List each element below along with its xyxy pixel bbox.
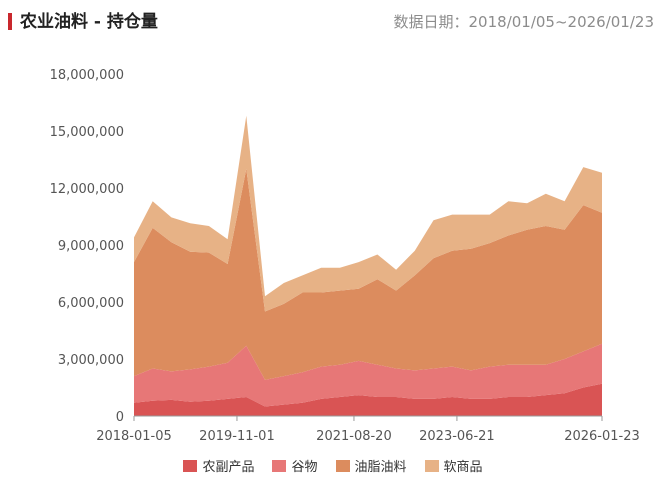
chart-title: 农业油料 - 持仓量: [20, 12, 158, 32]
stacked-area-chart: 0 3,000,000 6,000,000 9,000,000 12,000,000 15…: [50, 68, 640, 444]
legend-label: 谷物: [291, 460, 318, 475]
legend-item-0[interactable]: 农副产品: [183, 456, 254, 475]
chart-header: 农业油料 - 持仓量 数据日期：2018/01/05~2026/01/23: [8, 10, 658, 34]
legend-swatch: [335, 460, 350, 472]
legend-item-2[interactable]: 油脂油料: [335, 456, 407, 475]
x-tick-label: 2026-01-23: [564, 429, 640, 444]
legend-label: 油脂油料: [354, 460, 407, 475]
y-tick-label: 12,000,000: [50, 182, 124, 197]
area-series-0: [134, 383, 602, 416]
title-accent-bar: [8, 13, 12, 30]
area-series-3: [134, 115, 602, 312]
legend-label: 软商品: [443, 460, 483, 475]
legend-label: 农副产品: [202, 460, 255, 475]
y-tick-label: 9,000,000: [58, 239, 124, 254]
x-tick-label: 2019-11-01: [199, 429, 275, 444]
legend-swatch: [183, 460, 198, 472]
y-tick-label: 3,000,000: [58, 353, 124, 368]
x-tick-label: 2023-06-21: [419, 429, 495, 444]
chart-legend: 农副产品 谷物 油脂油料 软商品: [0, 456, 666, 475]
legend-item-1[interactable]: 谷物: [272, 456, 318, 475]
y-tick-label: 18,000,000: [50, 68, 124, 83]
y-tick-label: 0: [116, 410, 124, 425]
x-tick-label: 2018-01-05: [96, 429, 172, 444]
y-tick-label: 15,000,000: [50, 125, 124, 140]
legend-swatch: [424, 460, 439, 472]
date-range-label: 数据日期：2018/01/05~2026/01/23: [393, 13, 654, 31]
x-tick-label: 2021-08-20: [316, 429, 392, 444]
legend-swatch: [272, 460, 287, 472]
legend-item-3[interactable]: 软商品: [424, 456, 483, 475]
area-series-1: [134, 343, 602, 407]
y-tick-label: 6,000,000: [58, 296, 124, 311]
area-series-2: [134, 169, 602, 380]
